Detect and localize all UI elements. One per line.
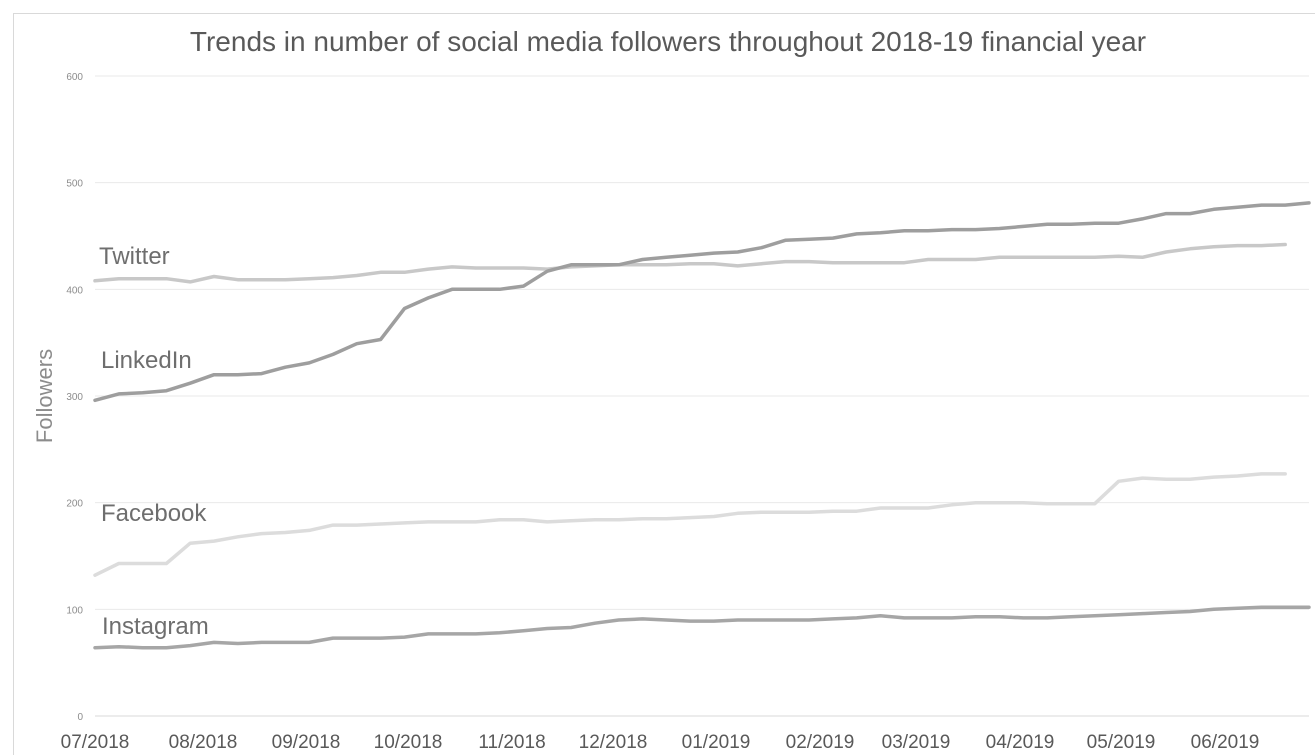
y-axis-label: Followers bbox=[32, 349, 57, 443]
gridlines bbox=[95, 75, 1309, 717]
series-label-instagram: Instagram bbox=[102, 613, 209, 640]
x-tick-label: 02/2019 bbox=[786, 732, 855, 753]
x-tick-label: 10/2018 bbox=[374, 732, 443, 753]
series-line-facebook bbox=[93, 472, 1287, 577]
x-tick-label: 06/2019 bbox=[1191, 732, 1260, 753]
series-line-linkedin bbox=[93, 201, 1311, 403]
x-tick-label: 08/2018 bbox=[169, 732, 238, 753]
y-axis-ticks: 0 100 200 300 400 500 600 bbox=[66, 72, 83, 723]
y-tick-label: 400 bbox=[66, 285, 83, 296]
chart-frame bbox=[13, 13, 1315, 755]
x-axis-ticks: 07/2018 08/2018 09/2018 10/2018 11/2018 12/20… bbox=[61, 732, 1260, 753]
x-tick-label: 12/2018 bbox=[579, 732, 648, 753]
y-tick-label: 600 bbox=[66, 72, 83, 83]
x-tick-label: 09/2018 bbox=[272, 732, 341, 753]
chart-title: Trends in number of social media followe… bbox=[190, 26, 1146, 57]
series-line-twitter bbox=[93, 242, 1287, 284]
x-tick-label: 01/2019 bbox=[682, 732, 751, 753]
x-tick-label: 03/2019 bbox=[882, 732, 951, 753]
x-tick-label: 11/2018 bbox=[478, 732, 545, 753]
y-tick-label: 500 bbox=[66, 179, 83, 190]
x-tick-label: 07/2018 bbox=[61, 732, 130, 753]
y-tick-label: 0 bbox=[77, 712, 83, 723]
series-label-twitter: Twitter bbox=[99, 243, 170, 270]
y-tick-label: 100 bbox=[66, 605, 83, 616]
x-tick-label: 05/2019 bbox=[1087, 732, 1156, 753]
series-lines bbox=[93, 201, 1311, 650]
y-tick-label: 200 bbox=[66, 499, 83, 510]
series-label-linkedin: LinkedIn bbox=[101, 347, 192, 374]
x-tick-label: 04/2019 bbox=[986, 732, 1055, 753]
series-line-instagram bbox=[93, 605, 1311, 650]
series-label-facebook: Facebook bbox=[101, 500, 207, 527]
series-labels: Twitter LinkedIn Facebook Instagram bbox=[99, 243, 209, 640]
y-tick-label: 300 bbox=[66, 392, 83, 403]
